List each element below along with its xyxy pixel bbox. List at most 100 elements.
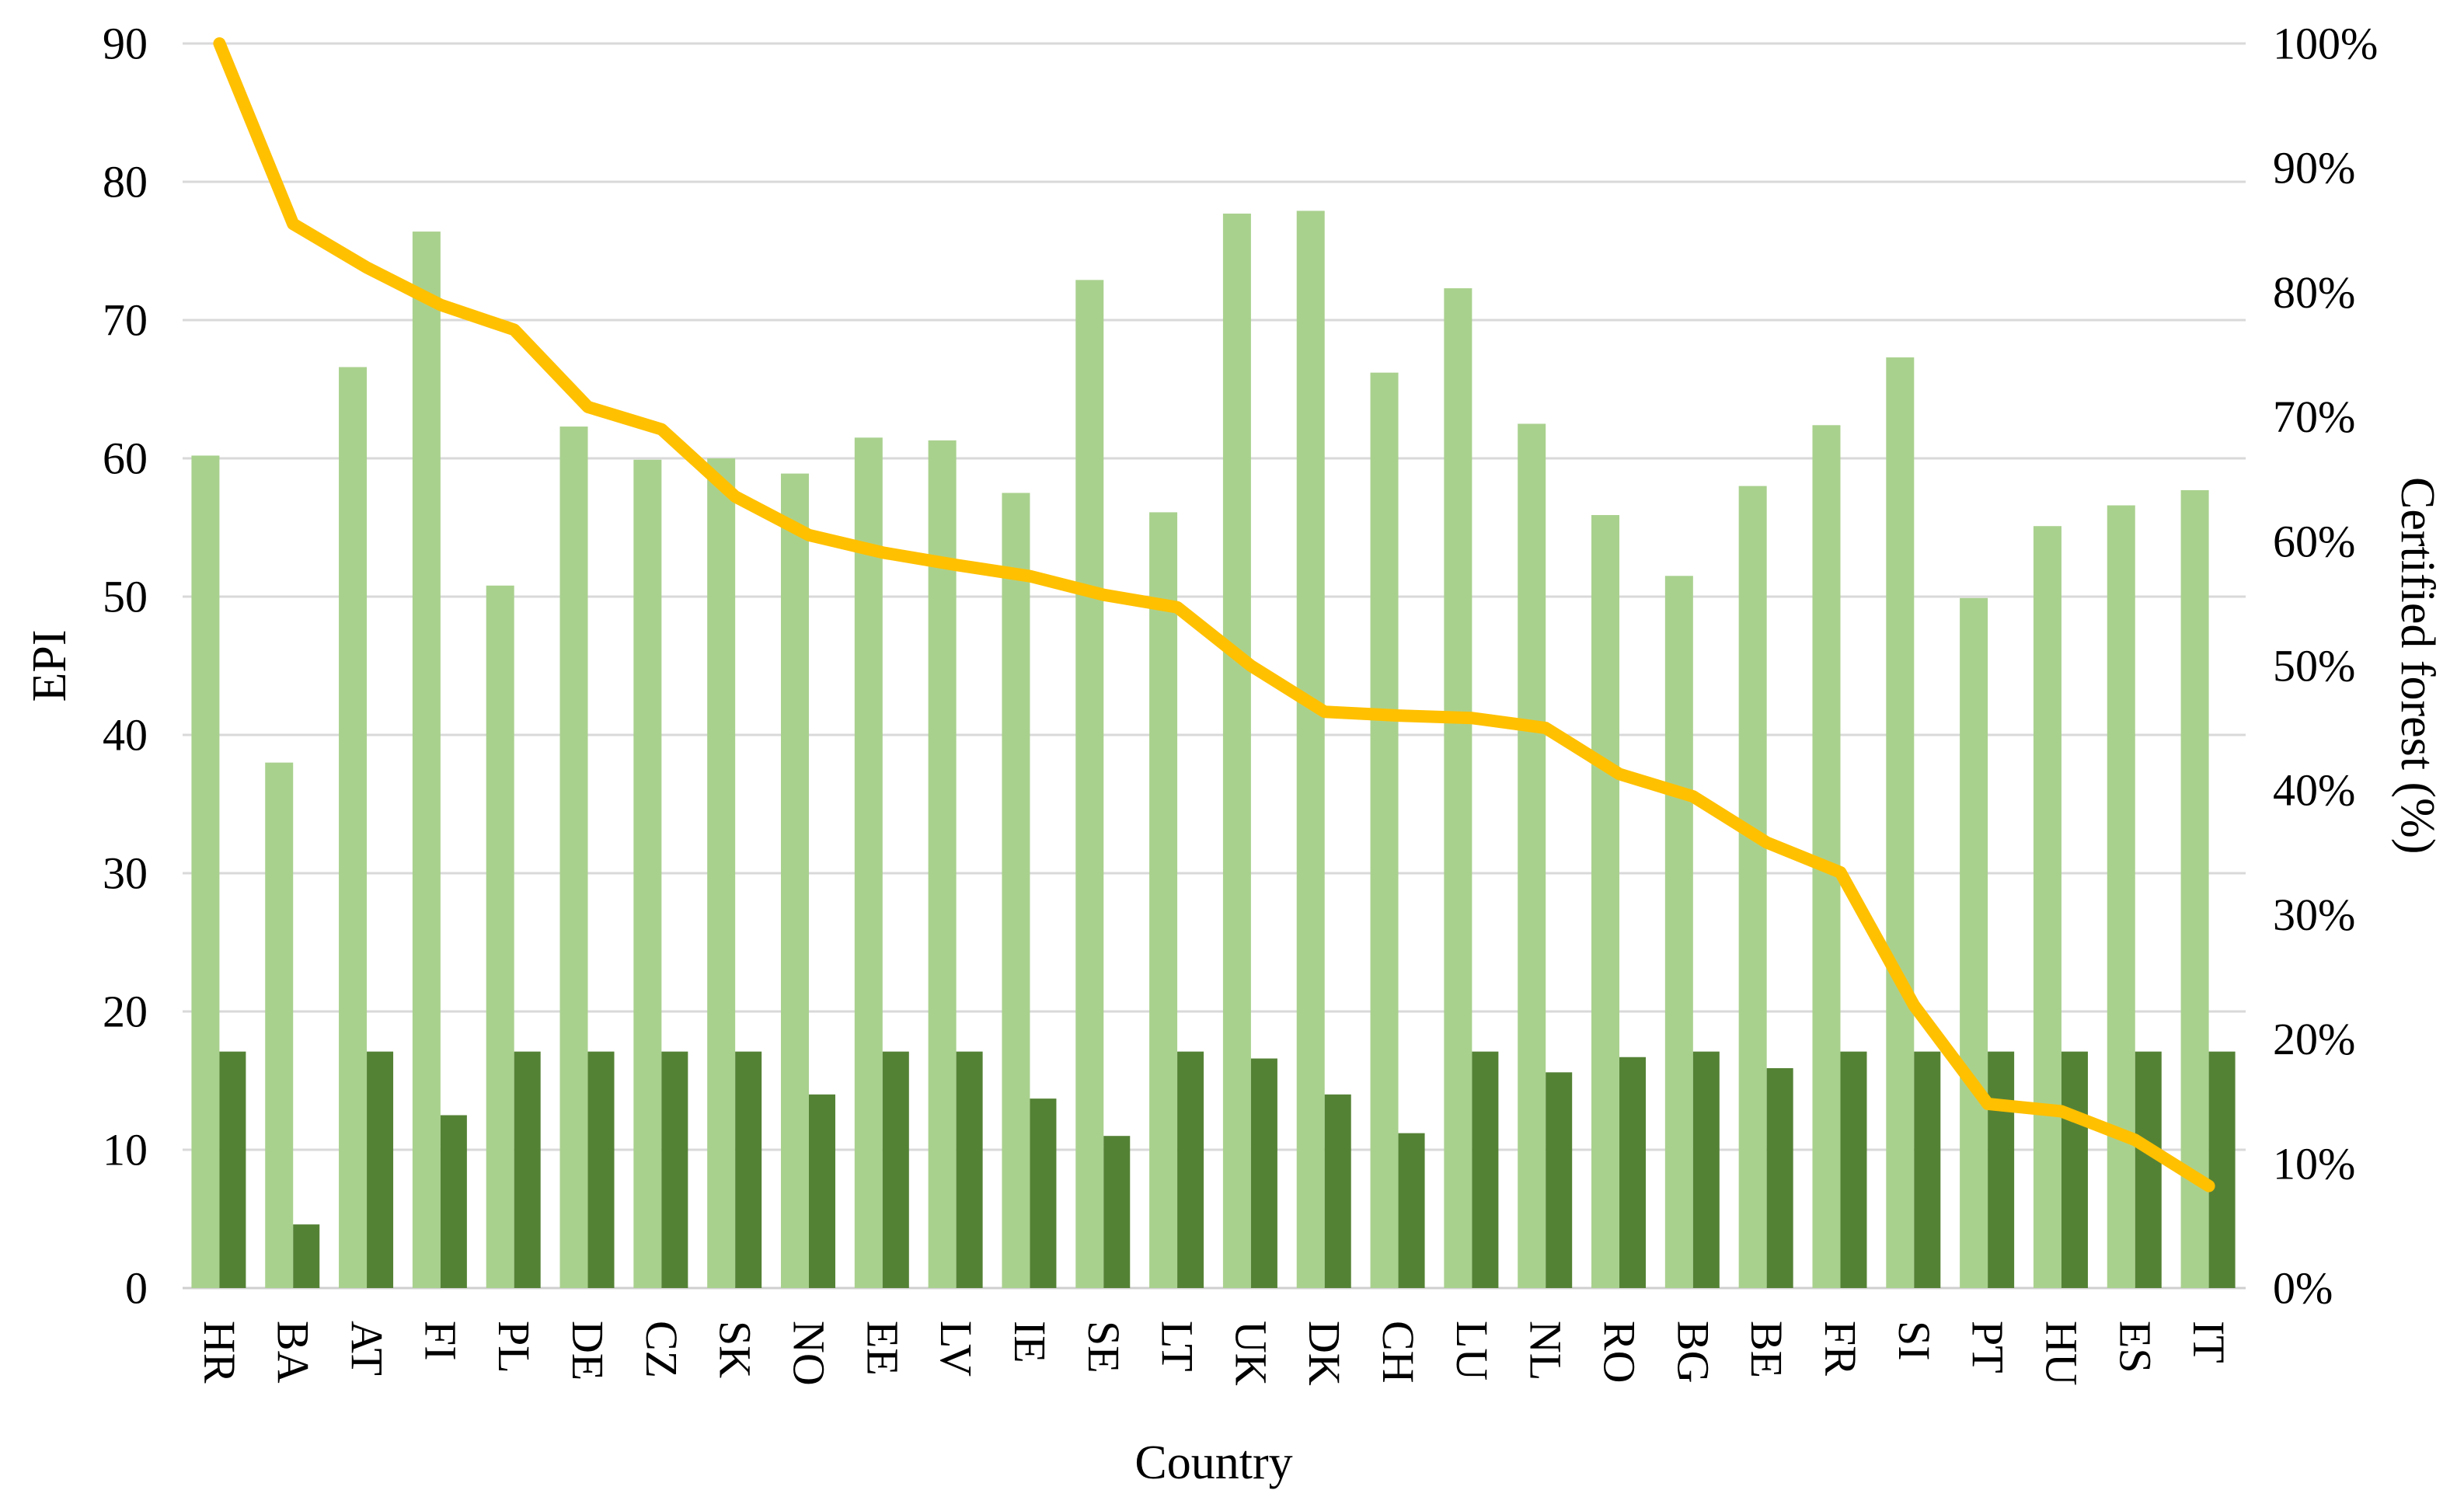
certified-forest-line [213, 37, 2215, 1192]
bar-dark-SI [1914, 1051, 1941, 1288]
x-category-label-NO: NO [783, 1321, 834, 1386]
x-category-label-LU: LU [1447, 1321, 1497, 1380]
bar-dark-IE [1030, 1098, 1057, 1288]
x-category-label-CZ: CZ [636, 1321, 687, 1378]
x-category-label-LT: LT [1152, 1321, 1203, 1372]
bar-epi-EE [854, 437, 883, 1288]
x-category-label-IE: IE [1005, 1321, 1055, 1363]
bar-epi-UK [1222, 213, 1251, 1289]
bar-epi-NO [780, 473, 809, 1288]
bar-dark-FR [1840, 1051, 1867, 1288]
x-category-label-NL: NL [1521, 1321, 1571, 1380]
bar-dark-IT [2208, 1051, 2236, 1288]
bar-epi-LU [1444, 288, 1472, 1288]
bar-epi-BA [265, 762, 294, 1288]
bar-dark-LV [956, 1051, 983, 1288]
bar-dark-EE [882, 1051, 909, 1288]
bar-dark-CH [1398, 1133, 1425, 1288]
left-axis-tick-70: 70 [103, 295, 148, 346]
bar-epi-RO [1591, 514, 1620, 1288]
bar-dark-ES [2135, 1051, 2162, 1288]
bar-dark-NL [1546, 1072, 1573, 1288]
x-category-label-EE: EE [857, 1321, 908, 1376]
right-axis-tick-60%: 60% [2273, 516, 2355, 566]
left-axis-tick-80: 80 [103, 157, 148, 207]
x-category-label-DK: DK [1299, 1321, 1350, 1386]
x-category-label-BE: BE [1741, 1321, 1792, 1378]
bar-dark-DE [587, 1051, 615, 1288]
x-category-label-BG: BG [1668, 1321, 1718, 1384]
right-axis-tick-30%: 30% [2273, 890, 2355, 940]
x-category-label-RO: RO [1594, 1321, 1645, 1384]
left-axis-title: EPI [23, 629, 76, 702]
right-axis-tick-0%: 0% [2273, 1263, 2333, 1314]
left-axis-tick-60: 60 [103, 433, 148, 484]
bar-epi-HR [191, 455, 220, 1289]
right-axis-tick-80%: 80% [2273, 267, 2355, 318]
bar-dark-BG [1692, 1051, 1720, 1288]
x-category-label-SK: SK [710, 1321, 761, 1378]
left-axis-tick-10: 10 [103, 1125, 148, 1175]
right-axis-tick-50%: 50% [2273, 641, 2355, 691]
bar-dark-DK [1324, 1094, 1351, 1288]
x-category-label-CH: CH [1373, 1321, 1424, 1384]
bar-epi-PL [486, 585, 514, 1288]
x-category-label-PL: PL [489, 1321, 539, 1373]
x-category-label-DE: DE [563, 1321, 613, 1380]
bar-dark-SE [1103, 1136, 1131, 1288]
left-axis-tick-20: 20 [103, 987, 148, 1037]
left-axis-tick-90: 90 [103, 19, 148, 69]
bar-epi-ES [2107, 505, 2135, 1288]
bar-epi-SE [1075, 280, 1104, 1288]
bar-epi-AT [339, 367, 368, 1288]
bar-epi-DK [1296, 211, 1325, 1288]
x-category-label-AT: AT [342, 1321, 392, 1376]
right-axis-tick-100%: 100% [2273, 19, 2378, 69]
x-category-label-HU: HU [2036, 1321, 2086, 1386]
x-category-label-SE: SE [1079, 1321, 1129, 1373]
right-axis-tick-70%: 70% [2273, 392, 2355, 442]
bar-dark-BA [293, 1224, 320, 1288]
bar-epi-CZ [633, 459, 662, 1288]
bar-epi-BG [1664, 576, 1693, 1288]
bar-dark-LT [1177, 1051, 1204, 1288]
x-category-label-FI: FI [415, 1321, 465, 1361]
x-category-label-PT: PT [1963, 1321, 2013, 1373]
x-category-label-SI: SI [1889, 1321, 1939, 1361]
left-axis-tick-40: 40 [103, 710, 148, 761]
x-category-label-IT: IT [2183, 1321, 2234, 1363]
bar-epi-BE [1738, 486, 1767, 1288]
left-axis-tick-30: 30 [103, 848, 148, 899]
bar-dark-PL [514, 1051, 541, 1288]
bar-dark-HR [219, 1051, 246, 1288]
bar-epi-SK [707, 458, 736, 1288]
bar-epi-CH [1370, 372, 1399, 1288]
bar-dark-AT [367, 1051, 394, 1288]
left-axis-tick-0: 0 [125, 1263, 148, 1314]
x-category-label-HR: HR [194, 1321, 245, 1384]
bar-dark-PT [1988, 1051, 2015, 1288]
right-axis-tick-90%: 90% [2273, 143, 2355, 193]
bar-epi-SI [1886, 357, 1915, 1288]
x-category-label-BA: BA [268, 1321, 319, 1384]
bar-epi-NL [1518, 423, 1546, 1288]
x-category-label-ES: ES [2110, 1321, 2160, 1373]
bar-dark-SK [735, 1051, 762, 1288]
right-axis-title: Certified forest (%) [2391, 477, 2444, 855]
bar-epi-FI [412, 232, 441, 1289]
x-axis-title: Country [1134, 1436, 1293, 1489]
x-category-label-FR: FR [1815, 1321, 1866, 1376]
right-axis-tick-20%: 20% [2273, 1014, 2355, 1064]
bar-epi-LV [928, 440, 957, 1288]
right-axis-tick-10%: 10% [2273, 1138, 2355, 1189]
bar-epi-DE [559, 426, 588, 1288]
bar-dark-RO [1619, 1057, 1647, 1288]
right-axis-tick-40%: 40% [2273, 765, 2355, 816]
bar-dark-CZ [661, 1051, 688, 1288]
bar-epi-HU [2033, 526, 2061, 1288]
bar-epi-PT [1960, 597, 1988, 1288]
bar-dark-NO [808, 1094, 835, 1288]
bar-dark-LU [1472, 1051, 1499, 1288]
